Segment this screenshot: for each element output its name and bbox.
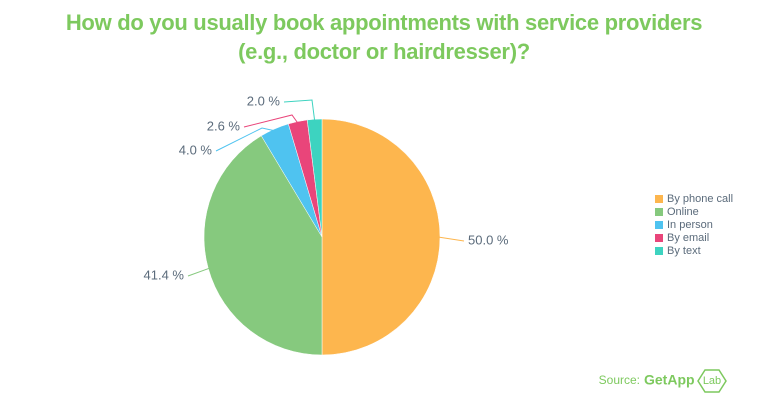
legend-label: By phone call (667, 193, 733, 205)
lab-badge (697, 369, 727, 393)
value-label: 41.4 % (144, 267, 185, 282)
pie-slice (321, 118, 441, 356)
legend-label: In person (667, 219, 713, 231)
value-label: 50.0 % (468, 232, 509, 247)
value-label: 2.6 % (207, 118, 241, 133)
value-label: 4.0 % (179, 142, 213, 157)
source-lab: Lab (703, 375, 721, 387)
legend-swatch (655, 195, 663, 203)
legend-label: By text (667, 245, 701, 257)
source-brand: GetApp (644, 372, 695, 388)
leader-line (215, 127, 276, 152)
chart-title: How do you usually book appointments wit… (65, 10, 703, 64)
legend-swatch (655, 247, 663, 255)
legend-label: By email (667, 232, 709, 244)
legend-label: Online (667, 206, 699, 218)
legend-swatch (655, 208, 663, 216)
value-label: 2.0 % (247, 93, 281, 108)
source-label: Source: (599, 373, 640, 387)
legend-swatch (655, 221, 663, 229)
legend-swatch (655, 234, 663, 242)
leader-line (283, 99, 316, 122)
leader-line (243, 114, 299, 128)
leader-line (187, 267, 211, 277)
leader-line (437, 236, 465, 242)
